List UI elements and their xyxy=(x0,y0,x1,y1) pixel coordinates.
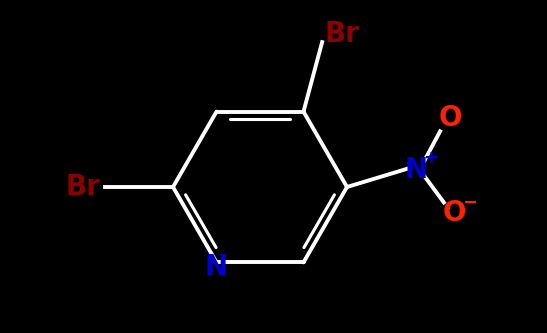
Text: +: + xyxy=(423,150,438,167)
Text: O: O xyxy=(442,199,465,227)
Text: −: − xyxy=(462,193,478,211)
Text: Br: Br xyxy=(65,173,100,201)
Text: N: N xyxy=(205,253,228,281)
Text: Br: Br xyxy=(324,20,359,48)
Text: N: N xyxy=(405,157,428,184)
Text: O: O xyxy=(438,104,462,132)
